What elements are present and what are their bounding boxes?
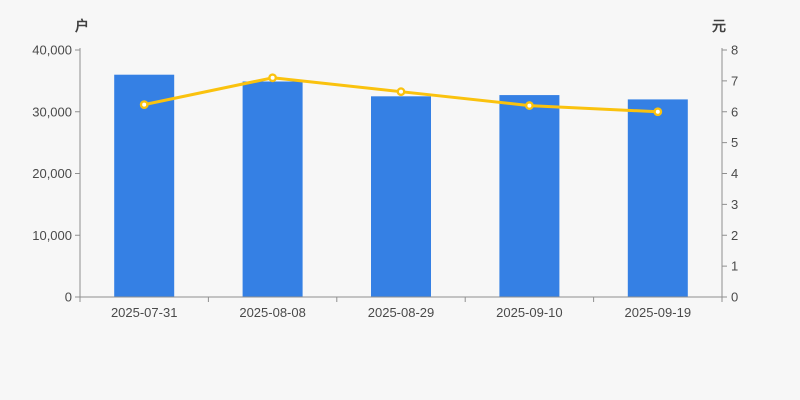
data-point-2025-09-19[interactable] [653, 107, 663, 117]
bar-2025-09-10[interactable] [499, 95, 560, 297]
y-axis-right-label: 1 [731, 259, 738, 274]
x-axis-label: 2025-09-19 [625, 305, 692, 320]
y-axis-right-label: 8 [731, 43, 738, 58]
x-axis-label: 2025-08-29 [368, 305, 435, 320]
y-axis-right-label: 4 [731, 166, 738, 181]
bar-2025-08-29[interactable] [371, 96, 431, 297]
x-axis-label: 2025-07-31 [111, 305, 178, 320]
data-point-2025-08-08[interactable] [268, 73, 277, 83]
data-point-2025-09-10[interactable] [525, 101, 534, 110]
left-axis-unit-label: 户 [75, 18, 89, 34]
y-axis-right-label: 0 [731, 290, 738, 305]
y-axis-right-label: 5 [731, 135, 738, 150]
data-point-2025-08-29[interactable] [396, 87, 406, 97]
y-axis-left-label: 20,000 [32, 166, 72, 181]
y-axis-left-label: 30,000 [32, 104, 72, 119]
y-axis-left-label: 0 [65, 290, 72, 305]
y-axis-right-label: 3 [731, 197, 738, 212]
bar-2025-09-19[interactable] [627, 99, 688, 298]
y-axis-left-label: 40,000 [32, 43, 72, 58]
bar-2025-08-08[interactable] [242, 81, 303, 298]
data-point-2025-07-31[interactable] [139, 100, 149, 110]
bar-2025-07-31[interactable] [114, 74, 175, 297]
right-axis-unit-label: 元 [712, 18, 726, 34]
y-axis-right-label: 6 [731, 104, 738, 119]
x-axis-label: 2025-08-08 [239, 305, 306, 320]
x-axis-label: 2025-09-10 [496, 305, 563, 320]
y-axis-right-label: 7 [731, 73, 738, 88]
y-axis-right-label: 2 [731, 228, 738, 243]
y-axis-left-label: 10,000 [32, 228, 72, 243]
